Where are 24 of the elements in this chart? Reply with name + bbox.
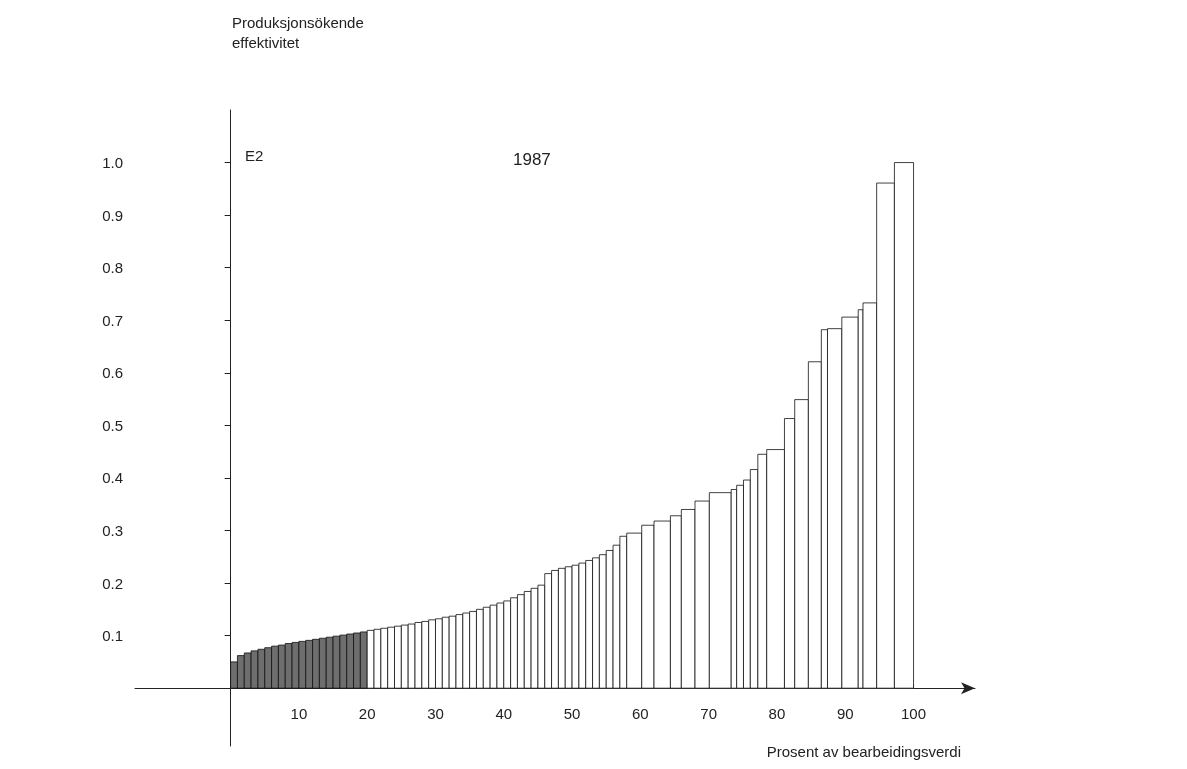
- x-axis-title: Prosent av bearbeidingsverdi: [766, 743, 962, 760]
- y-tick-label: 1.0: [102, 154, 123, 172]
- x-tick-label: 40: [495, 705, 513, 722]
- x-tick-label: 20: [358, 705, 376, 722]
- x-tick-label: 90: [836, 705, 854, 722]
- y-tick-label: 0.5: [102, 416, 123, 434]
- y-tick-label: 0.8: [102, 259, 123, 277]
- y-tick-label: 0.6: [102, 364, 123, 382]
- x-tick-label: 100: [901, 705, 927, 722]
- x-tick-label: 30: [427, 705, 444, 722]
- y-tick-label: 0.1: [102, 627, 123, 645]
- y-axis-title: Produksjonsökende effektivitet: [232, 13, 364, 51]
- x-tick-label: 50: [563, 705, 581, 722]
- x-tick-label: 10: [290, 705, 308, 722]
- y-tick-label: 0.9: [102, 206, 123, 224]
- x-tick-label: 60: [632, 705, 649, 722]
- annotation: E2: [245, 147, 264, 164]
- x-tick-label: 80: [768, 705, 786, 722]
- y-tick-label: 0.2: [102, 574, 123, 592]
- text: 1987: [513, 150, 551, 169]
- y-tick-label: 0.3: [102, 522, 123, 539]
- y-tick-label: 0.4: [102, 469, 123, 487]
- x-tick-label: 70: [700, 705, 717, 722]
- y-tick-label: 0.7: [102, 311, 123, 329]
